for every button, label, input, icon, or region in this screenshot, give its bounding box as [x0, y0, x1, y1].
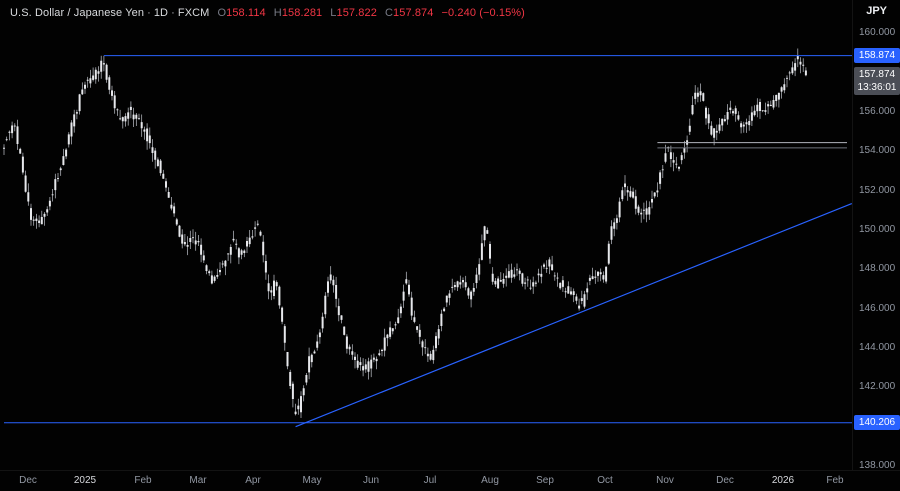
price-line-badge-158874: 158.874	[854, 47, 900, 63]
time-tick: Apr	[245, 475, 261, 486]
time-tick: May	[302, 475, 322, 486]
close-label: C	[384, 7, 394, 19]
interval-label[interactable]: 1D	[153, 7, 169, 19]
close-value: 157.874	[393, 7, 434, 19]
time-tick: 2025	[73, 475, 97, 486]
price-tick: 152.000	[859, 184, 896, 196]
high-label: H	[273, 7, 282, 19]
open-label: O	[217, 7, 227, 19]
time-tick: Dec	[19, 475, 37, 486]
time-tick: Feb	[134, 475, 152, 486]
price-tick: 142.000	[859, 381, 896, 393]
price-line-badge-140206: 140.206	[854, 414, 900, 430]
separator-dot: ·	[147, 7, 151, 19]
price-tick: 148.000	[859, 263, 896, 275]
time-tick: Feb	[826, 475, 844, 486]
price-axis[interactable]: 160.000158.000156.000154.000152.000150.0…	[852, 0, 900, 472]
time-tick: Oct	[597, 475, 613, 486]
time-tick: Aug	[481, 475, 499, 486]
time-tick: Nov	[656, 475, 674, 486]
chart-legend[interactable]: U.S. Dollar / Japanese Yen · 1D · FXCM O158.1…	[10, 7, 525, 19]
change-value: −0.240 (−0.15%)	[441, 7, 525, 19]
price-tick: 156.000	[859, 106, 896, 118]
time-axis[interactable]: Dec 2025 Feb Mar Apr May Jun Jul Aug Sep Oct Nov Dec…	[0, 470, 900, 491]
time-tick: Jul	[423, 475, 437, 486]
time-tick: Dec	[716, 475, 734, 486]
open-value: 158.114	[226, 7, 266, 19]
candlestick-chart[interactable]	[0, 0, 853, 470]
time-tick: Mar	[189, 475, 207, 486]
price-tick: 160.000	[859, 27, 896, 39]
price-tick: 146.000	[859, 302, 896, 314]
time-tick: Sep	[536, 475, 554, 486]
time-tick: Jun	[362, 475, 380, 486]
price-tick: 138.000	[859, 460, 896, 472]
chart-plot-area[interactable]	[0, 0, 853, 470]
time-tick: 2026	[771, 475, 795, 486]
low-value: 157.822	[336, 7, 377, 19]
price-tick: 154.000	[859, 145, 896, 157]
symbol-title[interactable]: U.S. Dollar / Japanese Yen	[10, 7, 145, 19]
exchange-label[interactable]: FXCM	[177, 7, 210, 19]
separator-dot: ·	[171, 7, 175, 19]
price-tick: 144.000	[859, 342, 896, 354]
low-label: L	[330, 7, 337, 19]
last-price-badge: 157.874 13:36:01	[854, 67, 900, 96]
high-value: 158.281	[281, 7, 323, 19]
price-tick: 150.000	[859, 224, 896, 236]
quote-currency-label: JPY	[866, 5, 887, 17]
